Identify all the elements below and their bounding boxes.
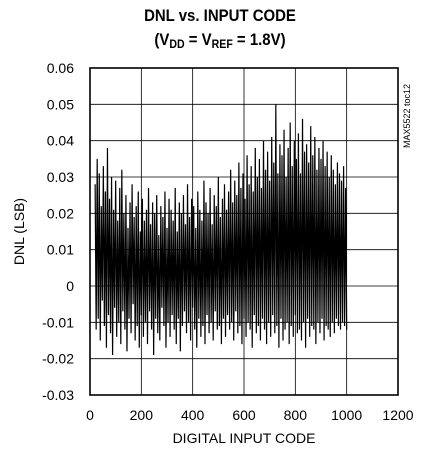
dnl-trace: [94, 104, 348, 356]
y-tick-label: 0.03: [47, 169, 74, 185]
y-tick-label: 0.05: [47, 96, 74, 112]
y-tick-label: 0.02: [47, 205, 74, 221]
x-tick-label: 1000: [331, 407, 362, 423]
figure-code: MAX5522 toc12: [402, 84, 412, 148]
y-tick-labels: 0.06 0.05 0.04 0.03 0.02 0.01 0 -0.01 -0.02 -0.03: [42, 60, 74, 403]
y-tick-label: 0: [66, 278, 74, 294]
plot-frame: [89, 67, 399, 396]
y-tick-label: 0.01: [47, 242, 74, 258]
dnl-series-line: [94, 104, 348, 356]
chart-title-line2: (VDD = VREF = 1.8V): [154, 30, 286, 51]
y-tick-label: -0.01: [42, 314, 74, 330]
x-axis-label: DIGITAL INPUT CODE: [173, 430, 316, 446]
x-tick-label: 600: [232, 407, 256, 423]
chart-title-line1: DNL vs. INPUT CODE: [144, 6, 296, 25]
y-tick-label: -0.02: [42, 351, 74, 367]
x-tick-label: 1200: [382, 407, 413, 423]
y-tick-label: 0.04: [47, 133, 74, 149]
y-axis-label: DNL (LSB): [11, 198, 27, 265]
x-tick-label: 800: [284, 407, 308, 423]
x-tick-label: 400: [181, 407, 205, 423]
y-tick-label: 0.06: [47, 60, 74, 76]
x-tick-label: 200: [130, 407, 154, 423]
x-tick-label: 0: [86, 407, 94, 423]
x-tick-labels: 0 200 400 600 800 1000 1200: [86, 407, 414, 423]
y-tick-label: -0.03: [42, 387, 74, 403]
